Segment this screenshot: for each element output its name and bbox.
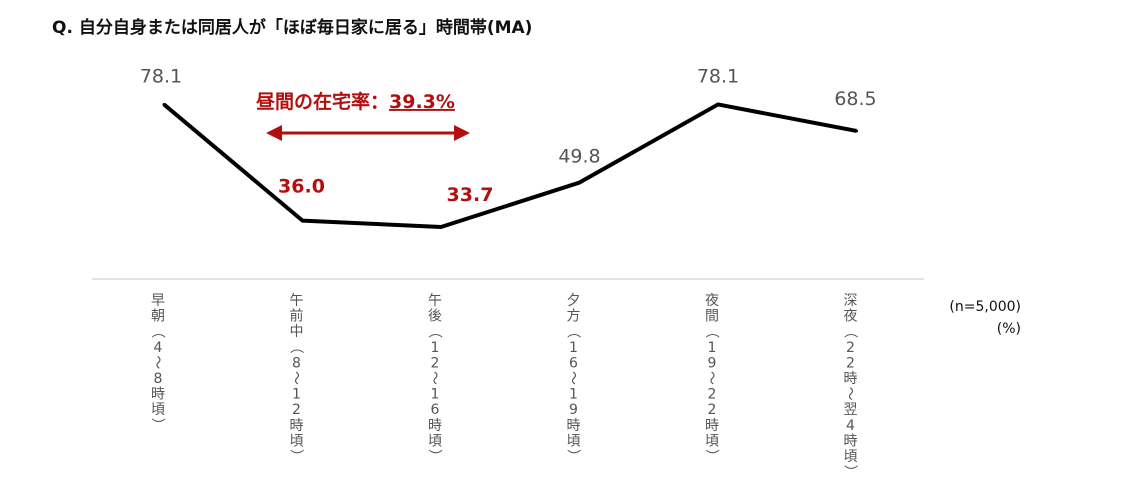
category-label-char: 時 [428,418,442,434]
category-label-char: 時 [567,418,581,434]
category-label-char: 2 [708,387,717,403]
category-label-char: （ [703,324,719,338]
category-label-char: 早 [151,293,165,309]
category-label-char: 翌 [844,402,858,418]
data-point [855,129,858,133]
category-label-char: 前 [290,308,304,325]
category-label-char: 後 [428,309,442,325]
series-line [162,102,857,229]
data-point [301,219,304,223]
category-label-char: 頃 [151,402,165,418]
category-label-char: 1 [292,387,301,403]
category-label-char: 1 [569,387,578,403]
annotation-value: 39.3% [389,91,455,113]
category-label-char: ～ [426,371,442,385]
category-label-char: 8 [292,355,301,371]
category-label-char: 頃 [705,433,719,449]
category-label-char: ～ [149,355,165,369]
category-label-char: ） [842,465,858,479]
category-label-char: 朝 [151,309,165,325]
data-point [162,102,166,106]
annotation-arrow-right-head [454,125,470,141]
category-label-char: ） [288,449,304,463]
category-label-char: 時 [844,433,858,449]
category-label-char: 間 [705,309,719,325]
category-label-char: （ [842,324,858,338]
category-label-char: 午 [290,293,304,309]
data-point [439,225,443,229]
category-label-char: ） [703,449,719,463]
category-label-char: 夕 [567,293,581,309]
category-label-char: （ [426,324,442,338]
category-label-char: 2 [292,402,301,418]
category-label-char: 8 [154,371,163,387]
category-label-char: （ [288,340,304,354]
category-label-char: 9 [569,402,578,418]
sample-size-note: (n=5,000) [949,299,1021,315]
category-label-char: 2 [846,355,855,371]
daytime-annotation: 昼間の在宅率：39.3% [256,90,470,141]
data-point [578,181,581,185]
category-label-char: ～ [288,371,304,385]
category-label-char: ） [426,449,442,463]
category-label-layer: 早朝（4～8時頃）午前中（8～12時頃）午後（12～16時頃）夕方（16～19時… [149,293,858,479]
category-label-char: 深 [844,293,858,309]
category-label-char: 1 [431,340,440,356]
category-label: 早朝（ 4～ 8時頃） [149,293,165,432]
category-label-char: 頃 [290,433,304,449]
data-label: 49.8 [558,146,600,168]
chart-title: Q. 自分自身または同居人が「ほぼ毎日家に居る」時間帯(MA) [52,17,532,38]
category-label-char: 2 [846,340,855,356]
category-label-char: 夜 [705,293,719,309]
data-label: 33.7 [447,184,494,206]
data-label: 78.1 [697,65,739,87]
category-label-char: 頃 [844,449,858,465]
data-label-layer: 78.1 36.0 33.7 49.8 78.1 68.5 [140,65,877,206]
annotation-text: 昼間の在宅率：39.3% [256,90,455,113]
category-label-char: 1 [431,387,440,403]
category-label-char: ～ [565,371,581,385]
category-label-char: 2 [431,355,440,371]
data-label: 68.5 [834,88,876,110]
category-label-char: 4 [846,418,855,434]
category-label-char: ～ [842,387,858,401]
category-label-char: 9 [708,355,717,371]
category-label-char: 夜 [844,309,858,325]
category-label-char: ） [149,418,165,432]
category-label-char: 2 [708,402,717,418]
data-point [716,102,720,106]
category-label-char: （ [565,324,581,338]
category-label-char: 1 [708,340,717,356]
data-label: 36.0 [278,176,325,198]
category-label-char: 頃 [428,433,442,449]
category-label-char: 頃 [567,433,581,449]
category-label-char: 時 [705,418,719,434]
category-label-char: 4 [154,340,163,356]
category-label-char: 6 [569,355,578,371]
category-label-char: 中 [290,324,304,340]
category-label-char: 6 [431,402,440,418]
category-label-char: 時 [151,387,165,403]
data-label: 78.1 [140,65,182,87]
annotation-label: 昼間の在宅率： [256,90,389,113]
unit-note: (%) [997,321,1021,337]
category-label-char: 方 [567,309,581,325]
category-label-char: 午 [428,293,442,309]
category-label-char: ～ [703,371,719,385]
annotation-arrow-left-head [266,125,282,141]
category-label-char: （ [149,324,165,338]
series-layer [162,102,858,229]
category-label-char: 1 [569,340,578,356]
category-label-char: 時 [290,418,304,434]
category-label-char: ） [565,449,581,463]
category-label-char: 時 [844,371,858,387]
